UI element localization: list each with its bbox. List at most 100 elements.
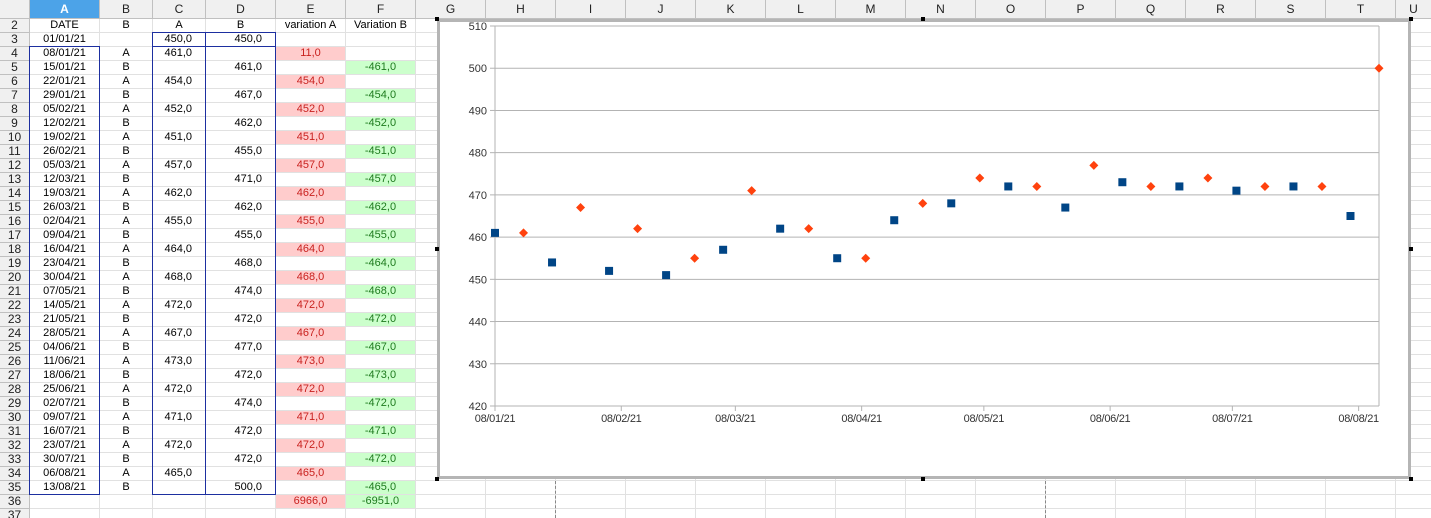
variation-b-cell[interactable] bbox=[346, 355, 415, 368]
date-cell[interactable]: 28/05/21 bbox=[43, 327, 86, 339]
date-cell[interactable]: 15/01/21 bbox=[43, 61, 86, 73]
value-a-cell[interactable] bbox=[153, 369, 205, 382]
value-b-cell[interactable]: 468,0 bbox=[234, 257, 262, 269]
value-a-cell[interactable] bbox=[153, 341, 205, 354]
type-cell[interactable]: B bbox=[122, 397, 130, 409]
value-b-cell[interactable] bbox=[206, 383, 275, 396]
date-cell[interactable]: 22/01/21 bbox=[43, 75, 86, 87]
variation-b-cell[interactable]: -465,0 bbox=[346, 481, 415, 494]
value-a-cell[interactable] bbox=[153, 397, 205, 410]
value-a-cell[interactable]: 472,0 bbox=[164, 299, 192, 311]
type-cell[interactable]: B bbox=[122, 425, 130, 437]
type-cell[interactable]: A bbox=[122, 243, 130, 255]
type-cell[interactable]: A bbox=[122, 383, 130, 395]
type-cell[interactable]: B bbox=[122, 453, 130, 465]
value-b-cell[interactable] bbox=[206, 215, 275, 228]
type-cell[interactable]: A bbox=[122, 159, 130, 171]
row-header[interactable]: 5 bbox=[0, 61, 30, 75]
chart-resize-handle[interactable] bbox=[1409, 17, 1413, 21]
variation-b-cell[interactable] bbox=[346, 467, 415, 480]
select-all-corner[interactable] bbox=[0, 0, 30, 19]
row-header[interactable]: 17 bbox=[0, 229, 30, 243]
value-a-cell[interactable]: 454,0 bbox=[164, 75, 192, 87]
variation-b-cell[interactable]: -473,0 bbox=[346, 369, 415, 382]
column-header-k[interactable]: K bbox=[696, 0, 766, 19]
column-header-s[interactable]: S bbox=[1256, 0, 1326, 19]
type-cell[interactable]: B bbox=[122, 229, 130, 241]
value-a-cell[interactable] bbox=[153, 453, 205, 466]
variation-a-cell[interactable] bbox=[276, 257, 345, 270]
variation-b-cell[interactable] bbox=[346, 131, 415, 144]
column-header-m[interactable]: M bbox=[836, 0, 906, 19]
type-cell[interactable]: B bbox=[122, 61, 130, 73]
row-header[interactable]: 24 bbox=[0, 327, 30, 341]
chart-resize-handle[interactable] bbox=[435, 477, 439, 481]
row-header[interactable]: 20 bbox=[0, 271, 30, 285]
type-cell[interactable]: B bbox=[122, 341, 130, 353]
row-header[interactable]: 18 bbox=[0, 243, 30, 257]
value-a-cell[interactable] bbox=[153, 145, 205, 158]
type-cell[interactable]: B bbox=[122, 117, 130, 129]
date-cell[interactable]: 09/07/21 bbox=[43, 411, 86, 423]
row-header[interactable]: 29 bbox=[0, 397, 30, 411]
value-a-cell[interactable] bbox=[153, 201, 205, 214]
date-cell[interactable]: 16/04/21 bbox=[43, 243, 86, 255]
value-a-cell[interactable] bbox=[153, 229, 205, 242]
date-cell[interactable]: 12/02/21 bbox=[43, 117, 86, 129]
column-header-r[interactable]: R bbox=[1186, 0, 1256, 19]
column-header-b[interactable]: B bbox=[100, 0, 153, 19]
date-cell[interactable]: 05/03/21 bbox=[43, 159, 86, 171]
value-b-cell[interactable]: 450,0 bbox=[234, 33, 262, 45]
type-cell[interactable]: A bbox=[122, 215, 130, 227]
variation-a-cell[interactable] bbox=[276, 117, 345, 130]
header-cell[interactable]: DATE bbox=[50, 19, 79, 31]
variation-b-cell[interactable] bbox=[346, 243, 415, 256]
value-b-cell[interactable]: 462,0 bbox=[234, 117, 262, 129]
value-b-cell[interactable]: 471,0 bbox=[234, 173, 262, 185]
value-a-cell[interactable] bbox=[153, 173, 205, 186]
value-a-cell[interactable] bbox=[153, 285, 205, 298]
row-header[interactable]: 31 bbox=[0, 425, 30, 439]
variation-b-cell[interactable] bbox=[346, 439, 415, 452]
variation-b-cell[interactable]: -455,0 bbox=[346, 229, 415, 242]
value-a-cell[interactable]: 450,0 bbox=[164, 33, 192, 45]
date-cell[interactable]: 26/03/21 bbox=[43, 201, 86, 213]
date-cell[interactable]: 11/06/21 bbox=[43, 355, 86, 367]
row-header[interactable]: 8 bbox=[0, 103, 30, 117]
value-a-cell[interactable] bbox=[153, 425, 205, 438]
variation-b-cell[interactable] bbox=[346, 33, 415, 46]
date-cell[interactable]: 05/02/21 bbox=[43, 103, 86, 115]
variation-a-cell[interactable] bbox=[276, 285, 345, 298]
value-b-cell[interactable] bbox=[206, 411, 275, 424]
type-cell[interactable]: A bbox=[122, 411, 130, 423]
column-header-l[interactable]: L bbox=[766, 0, 836, 19]
value-b-cell[interactable] bbox=[206, 131, 275, 144]
date-cell[interactable]: 07/05/21 bbox=[43, 285, 86, 297]
row-header[interactable]: 37 bbox=[0, 509, 30, 518]
value-b-cell[interactable]: 472,0 bbox=[234, 453, 262, 465]
variation-b-cell[interactable] bbox=[346, 383, 415, 396]
variation-a-cell[interactable]: 454,0 bbox=[276, 75, 345, 88]
variation-b-cell[interactable] bbox=[346, 103, 415, 116]
variation-a-cell[interactable] bbox=[276, 313, 345, 326]
date-cell[interactable]: 23/04/21 bbox=[43, 257, 86, 269]
value-a-cell[interactable]: 473,0 bbox=[164, 355, 192, 367]
variation-a-cell[interactable]: 472,0 bbox=[276, 439, 345, 452]
type-cell[interactable]: A bbox=[122, 439, 130, 451]
value-a-cell[interactable]: 455,0 bbox=[164, 215, 192, 227]
variation-b-cell[interactable]: -468,0 bbox=[346, 285, 415, 298]
value-b-cell[interactable] bbox=[206, 47, 275, 60]
variation-b-cell[interactable] bbox=[346, 75, 415, 88]
value-b-cell[interactable]: 462,0 bbox=[234, 201, 262, 213]
date-cell[interactable]: 02/07/21 bbox=[43, 397, 86, 409]
type-cell[interactable]: A bbox=[122, 75, 130, 87]
row-header[interactable]: 26 bbox=[0, 355, 30, 369]
row-header[interactable]: 15 bbox=[0, 201, 30, 215]
value-a-cell[interactable] bbox=[153, 257, 205, 270]
variation-b-cell[interactable]: -454,0 bbox=[346, 89, 415, 102]
date-cell[interactable]: 13/08/21 bbox=[43, 481, 86, 493]
variation-a-cell[interactable] bbox=[276, 61, 345, 74]
value-b-cell[interactable]: 467,0 bbox=[234, 89, 262, 101]
variation-b-cell[interactable] bbox=[346, 187, 415, 200]
value-a-cell[interactable] bbox=[153, 313, 205, 326]
